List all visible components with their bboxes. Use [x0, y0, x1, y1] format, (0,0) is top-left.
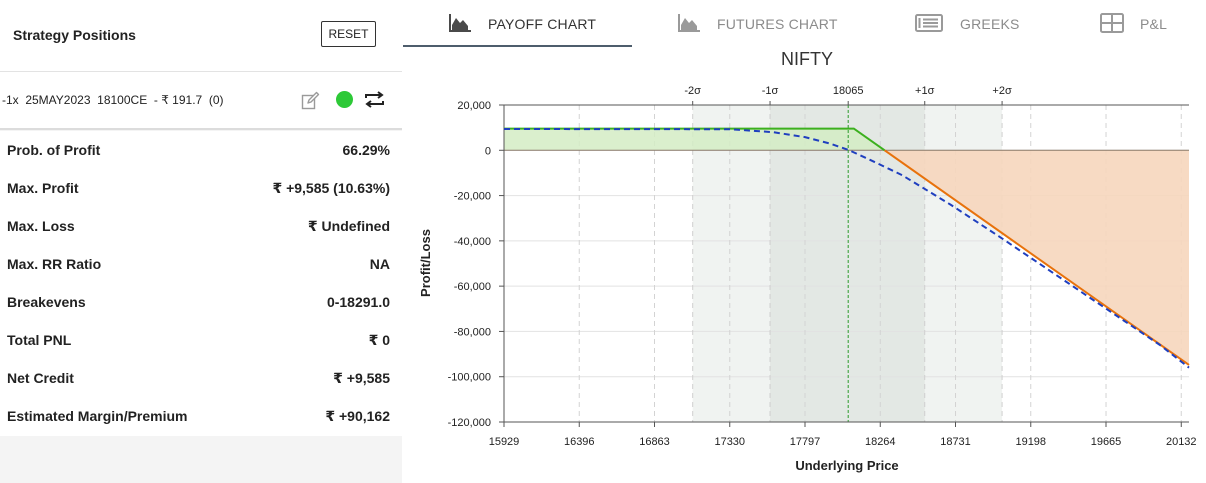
- reset-button[interactable]: RESET: [321, 21, 376, 47]
- stat-value: ₹ Undefined: [307, 218, 390, 234]
- stat-net-credit: Net Credit ₹ +9,585: [0, 359, 402, 397]
- y-tick-label: 20,000: [457, 100, 491, 112]
- y-tick-label: -80,000: [454, 326, 491, 338]
- area-chart-icon: [449, 14, 471, 32]
- sigma-label: +2σ: [992, 85, 1012, 97]
- strategy-panel: Strategy Positions RESET -1x 25MAY2023 1…: [0, 0, 402, 483]
- stat-max-profit: Max. Profit ₹ +9,585 (10.63%): [0, 169, 402, 207]
- x-tick-label: 19198: [1015, 436, 1046, 448]
- target-day-line: [503, 128, 1190, 369]
- area-chart-icon: [678, 14, 700, 32]
- tab-payoff-chart[interactable]: PAYOFF CHART: [403, 0, 632, 47]
- x-axis-label: Underlying Price: [795, 458, 898, 473]
- stat-value: 66.29%: [342, 142, 390, 158]
- plot-area: 20,000 0 -20,000 -40,000 -60,000 -80,000 -100,…: [448, 85, 1197, 448]
- x-tick-label: 18731: [940, 436, 971, 448]
- x-tick-label: 15929: [489, 436, 520, 448]
- edit-icon[interactable]: [301, 91, 320, 110]
- payoff-chart[interactable]: NIFTY Underlying Price Profit/Loss 20,00…: [403, 47, 1206, 483]
- stat-label: Max. Loss: [7, 218, 75, 234]
- stat-prob-of-profit: Prob. of Profit 66.29%: [0, 131, 402, 169]
- stat-label: Total PNL: [7, 332, 72, 348]
- panel-header: Strategy Positions RESET: [0, 0, 402, 72]
- stat-label: Breakevens: [7, 294, 86, 310]
- chart-title: NIFTY: [781, 49, 833, 69]
- stat-value: ₹ 0: [368, 332, 390, 348]
- sigma-label: 18065: [833, 85, 864, 97]
- stat-value: NA: [369, 256, 390, 272]
- stat-total-pnl: Total PNL ₹ 0: [0, 321, 402, 359]
- stat-label: Max. RR Ratio: [7, 256, 102, 272]
- sigma-label: +1σ: [915, 85, 935, 97]
- x-tick-label: 16396: [564, 436, 595, 448]
- x-tick-label: 17330: [714, 436, 745, 448]
- tab-label: GREEKS: [960, 16, 1020, 32]
- stat-value: ₹ +90,162: [325, 408, 390, 424]
- tab-label: PAYOFF CHART: [488, 16, 597, 32]
- y-axis-label: Profit/Loss: [418, 229, 433, 297]
- stat-label: Prob. of Profit: [7, 142, 101, 158]
- y-tick-label: -120,000: [448, 417, 491, 429]
- tab-futures-chart[interactable]: FUTURES CHART: [632, 0, 852, 47]
- tab-pnl[interactable]: P&L: [1035, 0, 1206, 47]
- stat-value: ₹ +9,585: [333, 370, 390, 386]
- y-tick-label: 0: [485, 145, 491, 157]
- stat-max-rr-ratio: Max. RR Ratio NA: [0, 245, 402, 283]
- stat-label: Max. Profit: [7, 180, 79, 196]
- position-row: -1x 25MAY2023 18100CE - ₹ 191.7 (0): [0, 72, 402, 130]
- panel-title: Strategy Positions: [13, 27, 136, 43]
- stat-value: ₹ +9,585 (10.63%): [272, 180, 390, 196]
- y-tick-label: -100,000: [448, 372, 491, 384]
- grid-icon: [1100, 13, 1124, 33]
- stat-estimated-margin: Estimated Margin/Premium ₹ +90,162: [0, 397, 402, 435]
- stat-label: Net Credit: [7, 370, 74, 386]
- payoff-line-profit: [504, 127, 886, 152]
- x-tick-label: 18264: [865, 436, 896, 448]
- y-tick-label: -20,000: [454, 191, 491, 203]
- stat-max-loss: Max. Loss ₹ Undefined: [0, 207, 402, 245]
- stat-breakevens: Breakevens 0-18291.0: [0, 283, 402, 321]
- stat-label: Estimated Margin/Premium: [7, 408, 188, 424]
- sigma-label: -1σ: [762, 85, 779, 97]
- chart-tabs: PAYOFF CHART FUTURES CHART GREEKS P&L: [403, 0, 1206, 47]
- payoff-line-loss: [884, 149, 1190, 366]
- y-tick-label: -60,000: [454, 281, 491, 293]
- tab-greeks[interactable]: GREEKS: [852, 0, 1035, 47]
- x-tick-label: 17797: [790, 436, 821, 448]
- stat-value: 0-18291.0: [326, 294, 390, 310]
- table-list-icon: [915, 14, 943, 32]
- swap-icon[interactable]: [364, 91, 385, 108]
- sigma-label: -2σ: [684, 85, 701, 97]
- x-tick-label: 16863: [639, 436, 670, 448]
- x-tick-label: 20132: [1166, 436, 1197, 448]
- position-text: -1x 25MAY2023 18100CE - ₹ 191.7 (0): [2, 93, 224, 107]
- tab-label: FUTURES CHART: [717, 16, 838, 32]
- status-indicator[interactable]: [336, 91, 353, 108]
- stats-list: Prob. of Profit 66.29% Max. Profit ₹ +9,…: [0, 131, 402, 436]
- tab-label: P&L: [1140, 16, 1168, 32]
- y-tick-label: -40,000: [454, 236, 491, 248]
- x-tick-label: 19665: [1091, 436, 1122, 448]
- profit-area: [504, 128, 885, 151]
